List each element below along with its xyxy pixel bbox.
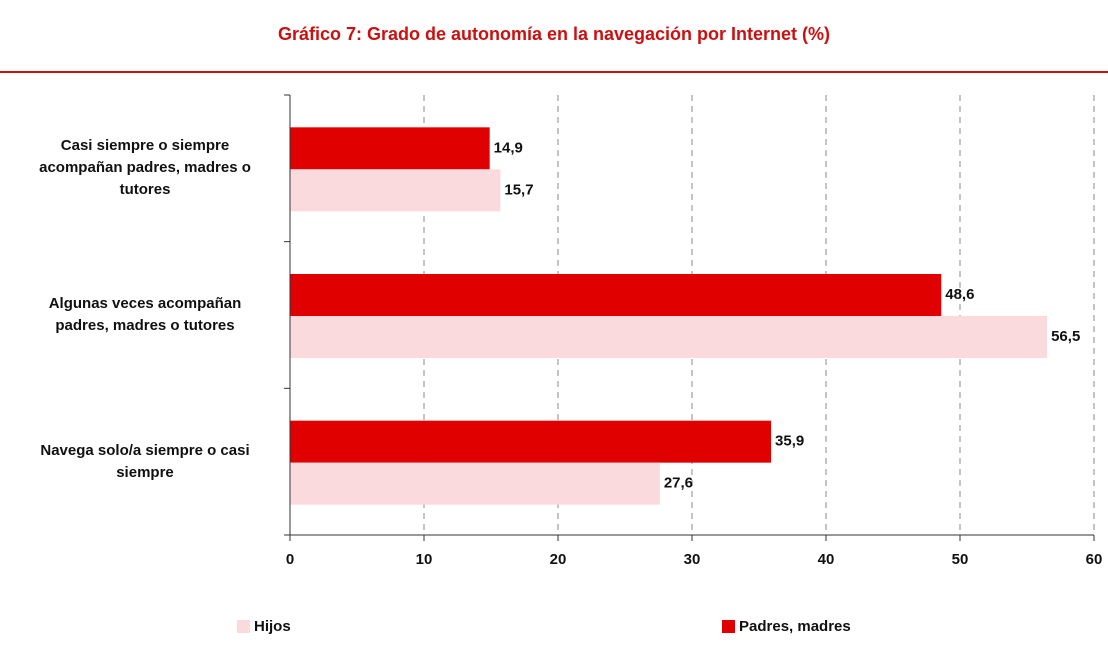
x-tick-label: 50 [952,551,969,568]
data-label: 14,9 [494,139,523,156]
data-label: 15,7 [504,181,533,198]
x-tick-label: 10 [416,551,433,568]
data-label: 48,6 [945,286,974,303]
legend-swatch [722,620,735,633]
legend-label: Hijos [254,618,291,635]
bar [290,462,660,505]
y-tick-label: Navega solo/a siempre o casi siempre [40,441,250,481]
data-label: 35,9 [775,433,804,450]
x-tick-label: 40 [818,551,835,568]
bar [290,420,772,463]
y-tick-label: Casi siempre o siempre acompañan padres,… [39,137,251,199]
data-label: 56,5 [1051,328,1080,345]
bar [290,274,942,316]
bar [290,127,490,170]
x-tick-label: 30 [684,551,701,568]
legend-swatch [237,620,250,633]
x-tick-label: 60 [1086,551,1103,568]
x-tick-label: 0 [286,551,294,568]
data-label: 27,6 [664,475,693,492]
bar [290,169,501,212]
y-tick-label: Algunas veces acompañan padres, madres o… [48,295,242,334]
chart-title: Gráfico 7: Grado de autonomía en la nave… [278,24,830,44]
x-tick-label: 20 [550,551,567,568]
bar [290,316,1048,358]
legend-label: Padres, madres [739,618,851,635]
